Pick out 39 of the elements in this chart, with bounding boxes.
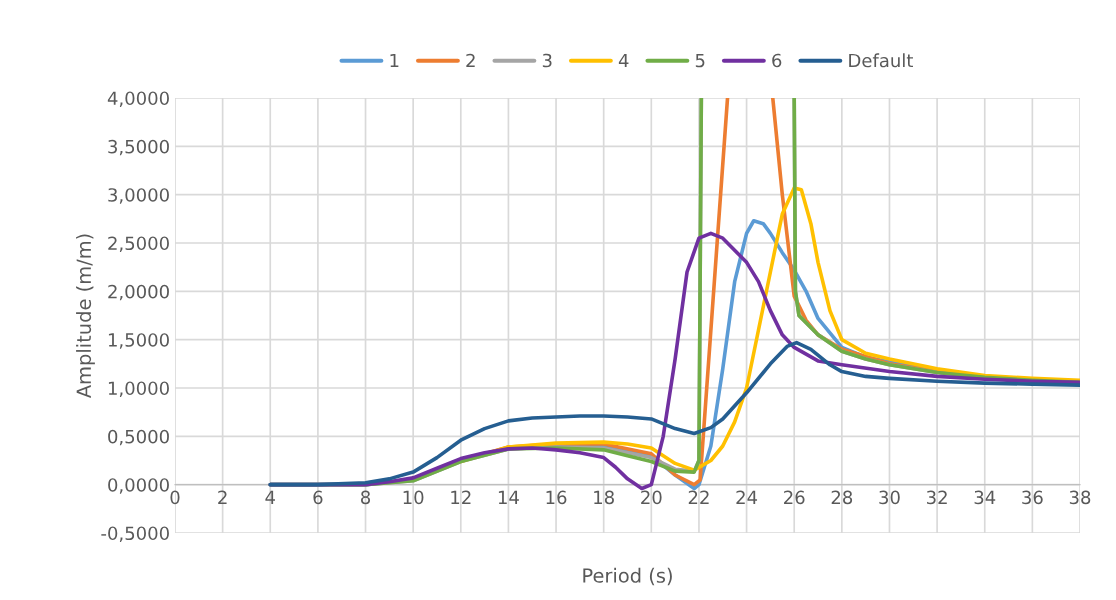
y-tick-label: -0,5000 xyxy=(101,526,169,542)
x-tick-label: 8 xyxy=(361,490,371,505)
x-tick-label: 18 xyxy=(594,490,614,505)
legend-label: 6 xyxy=(772,53,782,68)
x-tick-label: 14 xyxy=(498,490,519,504)
x-tick-label: 2 xyxy=(218,490,227,504)
x-tick-label: 12 xyxy=(451,490,471,504)
y-axis-title: Amplitude (m/m) xyxy=(76,234,95,399)
y-tick-label: 4,0000 xyxy=(107,91,169,107)
y-tick-label: 3,0000 xyxy=(108,188,169,204)
x-tick-label: 20 xyxy=(641,490,662,505)
legend-label: 3 xyxy=(542,53,552,68)
x-tick-label: 28 xyxy=(831,490,853,505)
x-axis-title: Period (s) xyxy=(583,567,672,586)
y-tick-label: 0,0000 xyxy=(108,478,169,494)
x-tick-label: 4 xyxy=(265,490,275,504)
x-tick-label: 24 xyxy=(736,490,758,504)
legend-label: Default xyxy=(849,53,913,68)
x-tick-label: 38 xyxy=(1069,490,1091,505)
y-tick-label: 1,5000 xyxy=(108,333,169,349)
x-tick-label: 22 xyxy=(688,490,709,504)
x-tick-label: 32 xyxy=(926,490,947,505)
x-tick-label: 6 xyxy=(313,490,323,505)
legend-label: 1 xyxy=(390,53,399,68)
x-tick-label: 34 xyxy=(974,490,996,505)
y-tick-label: 3,5000 xyxy=(108,139,169,156)
legend-label: 5 xyxy=(695,53,705,68)
x-tick-label: 0 xyxy=(170,490,180,505)
legend-label: 4 xyxy=(618,53,629,68)
y-tick-label: 1,0000 xyxy=(108,381,169,397)
x-tick-label: 16 xyxy=(546,490,567,505)
y-tick-label: 2,5000 xyxy=(108,236,169,252)
x-tick-label: 10 xyxy=(403,490,424,505)
legend-label: 2 xyxy=(466,53,475,68)
x-tick-label: 36 xyxy=(1022,490,1043,505)
y-tick-label: 0,5000 xyxy=(108,429,169,446)
y-tick-label: 2,0000 xyxy=(108,284,169,301)
x-tick-label: 26 xyxy=(784,490,805,505)
x-tick-label: 30 xyxy=(879,490,900,505)
